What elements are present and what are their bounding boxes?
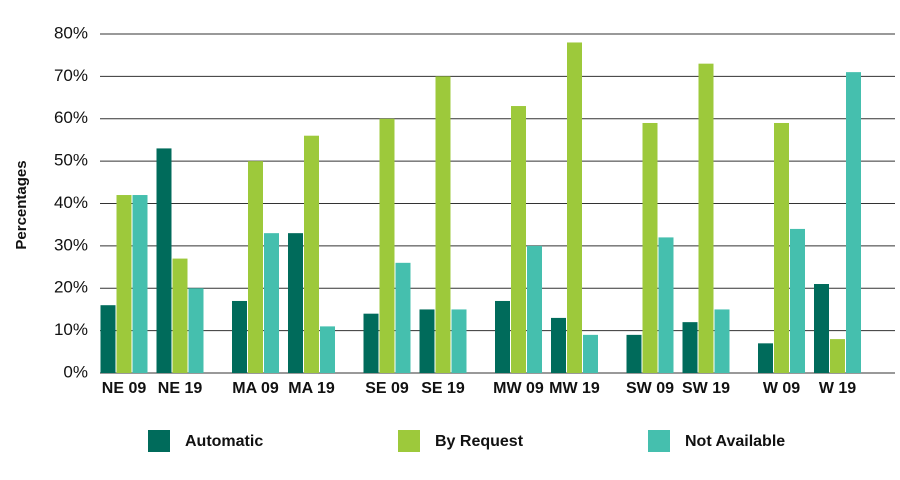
bar — [758, 343, 773, 373]
legend-label: Not Available — [685, 433, 785, 450]
bar — [583, 334, 598, 373]
x-tick-label: SE 09 — [365, 380, 409, 397]
y-tick-label: 10% — [54, 320, 88, 339]
x-tick-label: NE 19 — [158, 380, 203, 397]
bar — [288, 233, 303, 373]
bar — [132, 195, 148, 373]
x-tick-label: MA 09 — [232, 380, 279, 397]
y-tick-label: 0% — [63, 362, 88, 381]
bar — [511, 106, 526, 373]
bar — [419, 309, 435, 373]
bar — [395, 262, 411, 373]
bar — [379, 118, 395, 373]
bar — [100, 305, 116, 373]
y-tick-label: 20% — [54, 278, 88, 297]
y-tick-label: 80% — [54, 23, 88, 42]
x-tick-label: MA 19 — [288, 380, 335, 397]
y-tick-label: 40% — [54, 193, 88, 212]
legend-label: By Request — [435, 433, 524, 450]
legend-swatch — [648, 430, 670, 452]
bar — [527, 245, 542, 373]
x-tick-label: W 19 — [819, 380, 856, 397]
y-tick-label: 60% — [54, 108, 88, 127]
bar — [232, 300, 247, 373]
y-tick-label: 50% — [54, 151, 88, 170]
bar — [156, 148, 172, 373]
bar — [814, 284, 829, 373]
bar — [642, 122, 658, 373]
bar — [714, 309, 730, 373]
x-tick-label: NE 09 — [102, 380, 147, 397]
bar — [172, 258, 188, 373]
y-axis-label: Percentages — [13, 160, 30, 249]
bar — [846, 72, 861, 373]
bar — [188, 288, 204, 373]
bar — [116, 195, 132, 373]
bar — [435, 76, 451, 373]
bar — [567, 42, 582, 373]
bar — [698, 63, 714, 373]
bar — [790, 228, 805, 373]
bar — [658, 237, 674, 373]
x-tick-label: W 09 — [763, 380, 800, 397]
bar — [248, 161, 263, 373]
bar — [626, 334, 642, 373]
bar — [320, 326, 335, 373]
bar — [304, 135, 319, 373]
y-tick-label: 30% — [54, 235, 88, 254]
bar — [551, 317, 566, 373]
bar — [495, 300, 510, 373]
bar — [264, 233, 279, 373]
bar — [682, 322, 698, 373]
bar — [830, 339, 845, 373]
x-tick-label: MW 09 — [493, 380, 544, 397]
x-tick-label: SW 09 — [626, 380, 674, 397]
y-tick-label: 70% — [54, 66, 88, 85]
bar — [363, 313, 379, 373]
x-tick-label: MW 19 — [549, 380, 600, 397]
legend-label: Automatic — [185, 433, 263, 450]
x-tick-label: SW 19 — [682, 380, 730, 397]
bar — [451, 309, 467, 373]
x-tick-label: SE 19 — [421, 380, 465, 397]
legend-swatch — [148, 430, 170, 452]
legend-swatch — [398, 430, 420, 452]
bar — [774, 122, 789, 373]
